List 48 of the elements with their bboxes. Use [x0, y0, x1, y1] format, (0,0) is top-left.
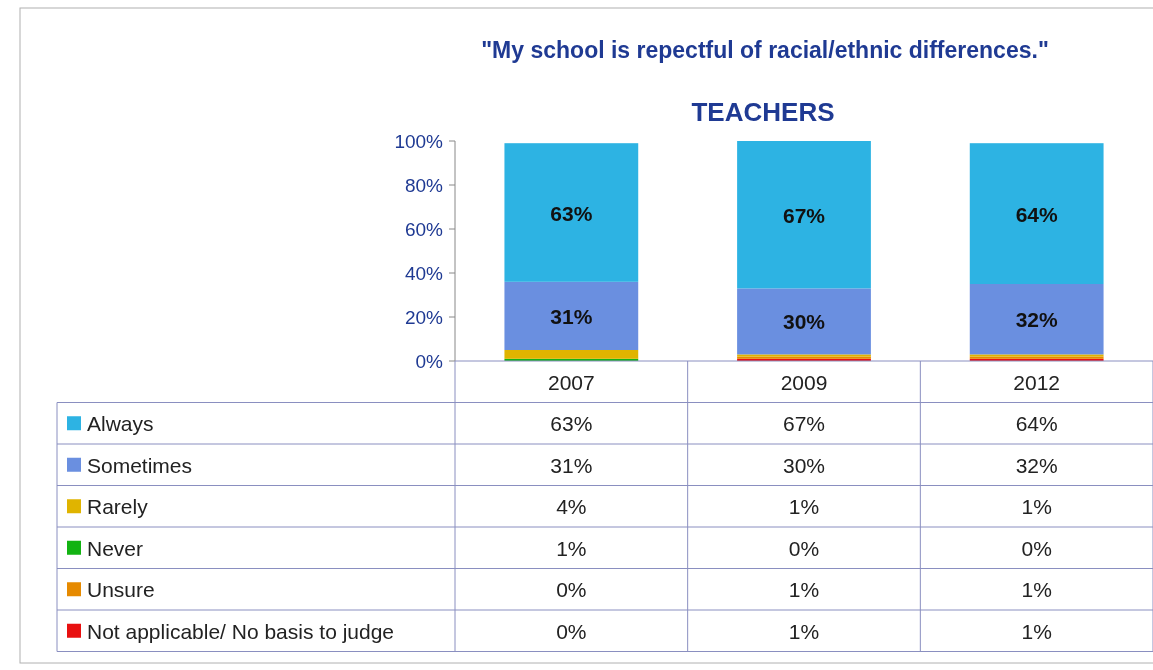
text: 30% — [782, 310, 826, 334]
y-tick-label: 60% — [404, 219, 444, 240]
data-label: 0% — [788, 536, 820, 560]
bar — [969, 284, 1104, 355]
bar — [737, 288, 871, 355]
legend-label: Unsure — [87, 578, 155, 602]
data-label: 1% — [788, 619, 820, 643]
text: 64% — [1015, 202, 1058, 226]
x-tick-label: 2007 — [547, 370, 595, 394]
y-tick-label: 100% — [394, 131, 444, 152]
data-label: 1% — [1021, 578, 1052, 602]
bar — [504, 350, 639, 359]
text: 31% — [550, 304, 593, 328]
y-tick-label: 40% — [404, 263, 444, 284]
legend-label: Always — [87, 412, 154, 436]
data-label: 1% — [1021, 495, 1052, 519]
legend-label: Not applicable/ No basis to judge — [87, 619, 395, 643]
chart-title: "My school is repectful of racial/ethnic differences." — [481, 37, 1049, 63]
data-label: 63% — [550, 412, 593, 436]
legend-label: Rarely — [87, 495, 149, 519]
text: 32% — [1015, 308, 1058, 332]
data-label: 0% — [556, 619, 587, 643]
text: 67% — [782, 203, 826, 227]
data-label: 1% — [556, 536, 587, 560]
bar — [969, 143, 1104, 284]
bar — [737, 141, 871, 289]
data-label: 30% — [782, 453, 826, 477]
bar — [504, 281, 639, 350]
data-label: 1% — [1021, 619, 1052, 643]
data-label: 0% — [1021, 536, 1052, 560]
y-tick-label: 80% — [404, 175, 444, 196]
legend-label: Sometimes — [87, 453, 193, 477]
data-label: 67% — [782, 412, 826, 436]
data-label: 4% — [556, 495, 587, 519]
legend-label: Never — [87, 536, 144, 560]
data-label: 1% — [788, 495, 820, 519]
text: 63% — [550, 201, 593, 225]
data-label: 32% — [1015, 453, 1058, 477]
data-label: 31% — [550, 453, 593, 477]
x-tick-label: 2012 — [1013, 370, 1061, 394]
data-label: 1% — [788, 578, 820, 602]
y-tick-label: 20% — [404, 307, 444, 328]
data-label: 64% — [1015, 412, 1058, 436]
y-tick-label: 0% — [415, 351, 444, 372]
chart-subtitle: TEACHERS — [691, 97, 835, 127]
x-tick-label: 2009 — [780, 370, 828, 394]
bar — [504, 143, 639, 282]
data-label: 0% — [556, 578, 587, 602]
